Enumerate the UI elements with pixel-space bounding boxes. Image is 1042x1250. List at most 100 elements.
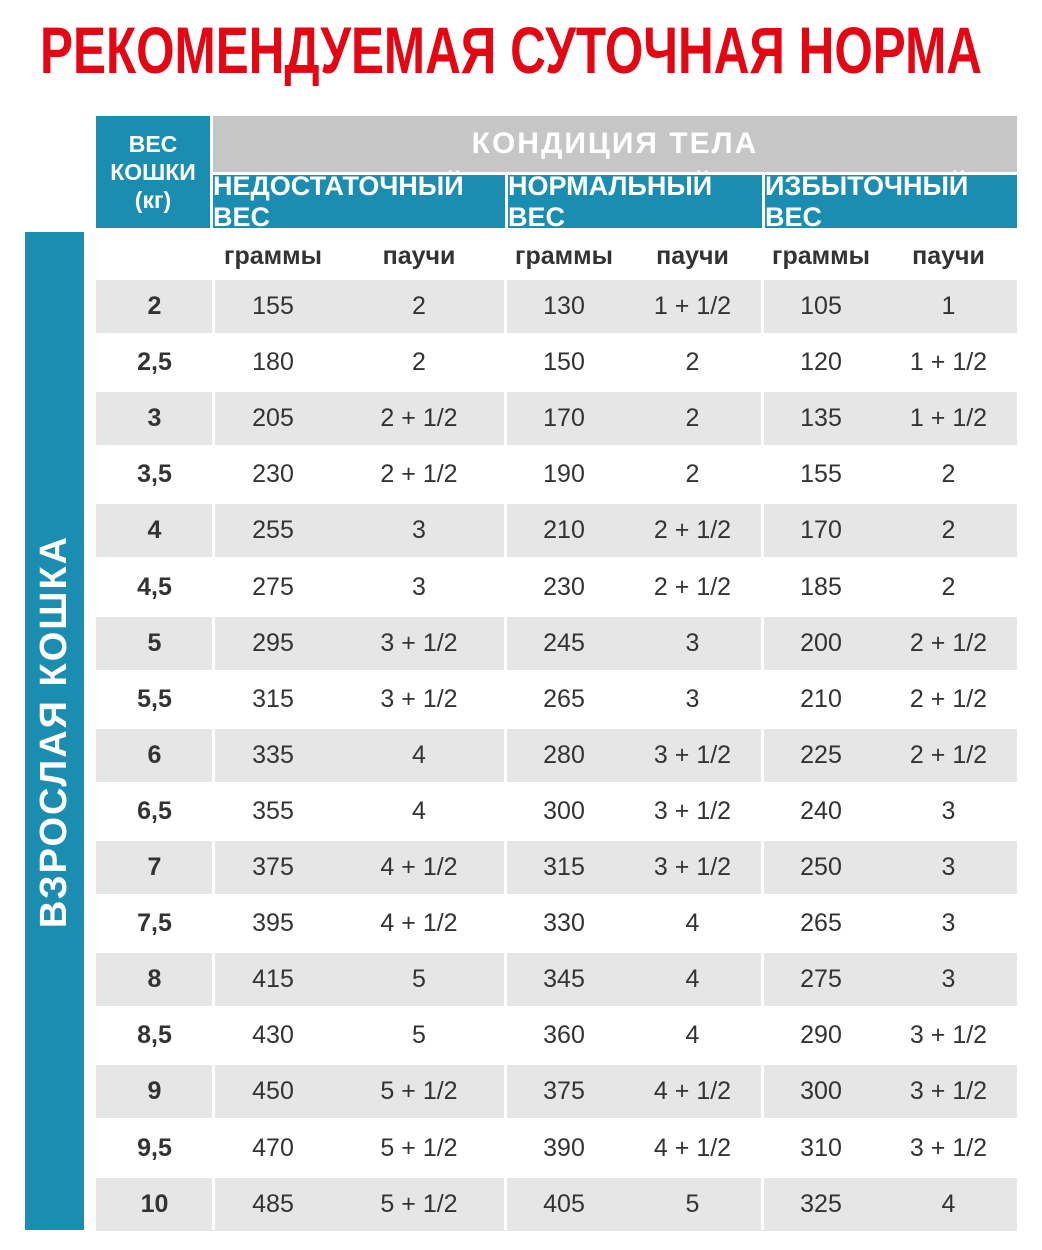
value-cell: 5 + 1/2	[380, 1077, 458, 1106]
unit-header: граммы	[772, 241, 870, 270]
weight-cell: 5,5	[137, 684, 172, 713]
value-cell: 2	[685, 348, 700, 377]
weight-cell: 2	[147, 292, 162, 321]
value-cell: 105	[800, 292, 842, 321]
value-cell: 3	[941, 853, 956, 882]
value-cell: 3 + 1/2	[380, 684, 458, 713]
title: РЕКОМЕНДУЕМАЯ СУТОЧНАЯ НОРМА	[40, 13, 982, 87]
value-cell: 275	[800, 965, 842, 994]
group-header: НЕДОСТАТОЧНЫЙ ВЕС	[213, 171, 505, 232]
value-cell: 375	[252, 853, 294, 882]
value-cell: 315	[543, 853, 585, 882]
value-cell: 2	[941, 516, 956, 545]
value-cell: 120	[800, 348, 842, 377]
value-cell: 290	[800, 1021, 842, 1050]
value-cell: 2 + 1/2	[380, 460, 458, 489]
value-cell: 230	[543, 572, 585, 601]
weight-header-line: ВЕС	[128, 131, 178, 157]
value-cell: 205	[252, 404, 294, 433]
value-cell: 155	[252, 292, 294, 321]
value-cell: 3 + 1/2	[909, 1133, 988, 1162]
value-cell: 395	[252, 909, 294, 938]
value-cell: 155	[800, 460, 842, 489]
side-label: ВЗРОСЛАЯ КОШКА	[25, 232, 84, 1230]
unit-header: граммы	[515, 241, 613, 270]
value-cell: 300	[800, 1077, 842, 1106]
value-cell: 430	[252, 1021, 294, 1050]
value-cell: 265	[543, 684, 585, 713]
row-background	[96, 953, 1017, 1007]
weight-header-line: КОШКИ	[110, 159, 196, 185]
value-cell: 2	[412, 292, 426, 321]
weight-cell: 7	[147, 853, 162, 882]
value-cell: 325	[800, 1189, 842, 1218]
value-cell: 2 + 1/2	[909, 628, 988, 657]
value-cell: 1 + 1/2	[653, 292, 732, 321]
title-area: РЕКОМЕНДУЕМАЯ СУТОЧНАЯ НОРМА	[40, 13, 982, 87]
value-cell: 5 + 1/2	[380, 1189, 458, 1218]
value-cell: 310	[800, 1133, 842, 1162]
value-cell: 170	[543, 404, 585, 433]
value-cell: 4 + 1/2	[380, 909, 458, 938]
value-cell: 3 + 1/2	[653, 740, 732, 769]
value-cell: 280	[543, 740, 585, 769]
value-cell: 485	[252, 1189, 294, 1218]
value-cell: 3 + 1/2	[380, 628, 458, 657]
value-cell: 360	[543, 1021, 585, 1050]
value-cell: 2	[412, 348, 426, 377]
value-cell: 4	[412, 796, 426, 825]
weight-header-line: (кг)	[134, 187, 172, 213]
value-cell: 5	[685, 1189, 700, 1218]
value-cell: 245	[543, 628, 585, 657]
weight-cell: 10	[140, 1189, 169, 1218]
weight-cell: 8	[147, 965, 162, 994]
weight-cell: 6,5	[137, 796, 172, 825]
unit-header: паучи	[382, 241, 456, 270]
value-cell: 3 + 1/2	[909, 1077, 988, 1106]
weight-cell: 2,5	[137, 348, 172, 377]
value-cell: 3	[941, 796, 956, 825]
value-cell: 450	[252, 1077, 294, 1106]
condition-header: КОНДИЦИЯ ТЕЛА	[213, 116, 1017, 172]
value-cell: 3	[941, 965, 956, 994]
row-background	[96, 1065, 1017, 1119]
row-background	[96, 841, 1017, 895]
value-cell: 3	[412, 572, 426, 601]
value-cell: 300	[543, 796, 585, 825]
group-header: НОРМАЛЬНЫЙ ВЕС	[508, 171, 762, 232]
value-cell: 2	[941, 572, 956, 601]
weight-cell: 4	[147, 516, 162, 545]
value-cell: 4	[685, 1021, 700, 1050]
value-cell: 315	[252, 684, 294, 713]
value-cell: 170	[800, 516, 842, 545]
value-cell: 185	[800, 572, 842, 601]
value-cell: 225	[800, 740, 842, 769]
value-cell: 3 + 1/2	[909, 1021, 988, 1050]
weight-cell: 3,5	[137, 460, 172, 489]
value-cell: 3 + 1/2	[653, 853, 732, 882]
value-cell: 2	[685, 404, 700, 433]
unit-header: граммы	[224, 241, 322, 270]
value-cell: 255	[252, 516, 294, 545]
value-cell: 275	[252, 572, 294, 601]
value-cell: 5	[412, 965, 426, 994]
value-cell: 240	[800, 796, 842, 825]
value-cell: 3	[941, 909, 956, 938]
unit-header: паучи	[656, 241, 729, 270]
row-background	[96, 728, 1017, 782]
row-background	[96, 616, 1017, 670]
value-cell: 4	[941, 1189, 956, 1218]
value-cell: 2 + 1/2	[653, 572, 732, 601]
value-cell: 1 + 1/2	[909, 348, 988, 377]
value-cell: 265	[800, 909, 842, 938]
row-background	[96, 1177, 1017, 1231]
weight-cell: 8,5	[137, 1021, 172, 1050]
value-cell: 2 + 1/2	[909, 684, 988, 713]
value-cell: 5 + 1/2	[380, 1133, 458, 1162]
weight-cell: 6	[147, 740, 162, 769]
value-cell: 1	[941, 292, 956, 321]
value-cell: 200	[800, 628, 842, 657]
weight-cell: 7,5	[137, 909, 172, 938]
value-cell: 335	[252, 740, 294, 769]
weight-cell: 9,5	[137, 1133, 172, 1162]
